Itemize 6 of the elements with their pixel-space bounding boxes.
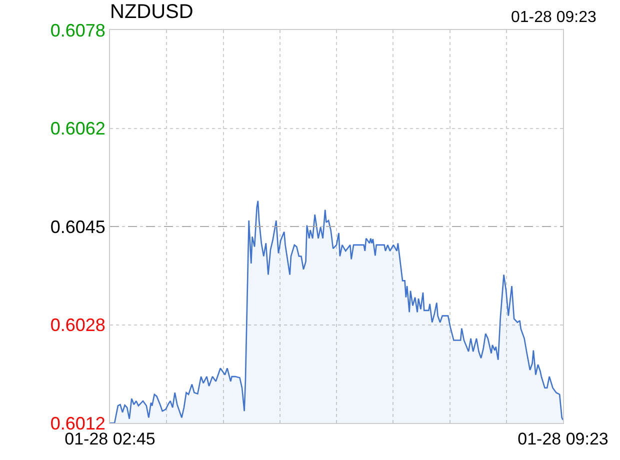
y-tick-label: 0.6045 xyxy=(50,216,106,237)
y-tick-label: 0.6078 xyxy=(50,20,106,40)
y-tick-label: 0.6062 xyxy=(50,118,106,139)
y-tick-label: 0.6028 xyxy=(50,315,106,336)
chart-title: NZDUSD xyxy=(110,1,194,23)
text: 01-28 09:23 xyxy=(511,9,597,26)
